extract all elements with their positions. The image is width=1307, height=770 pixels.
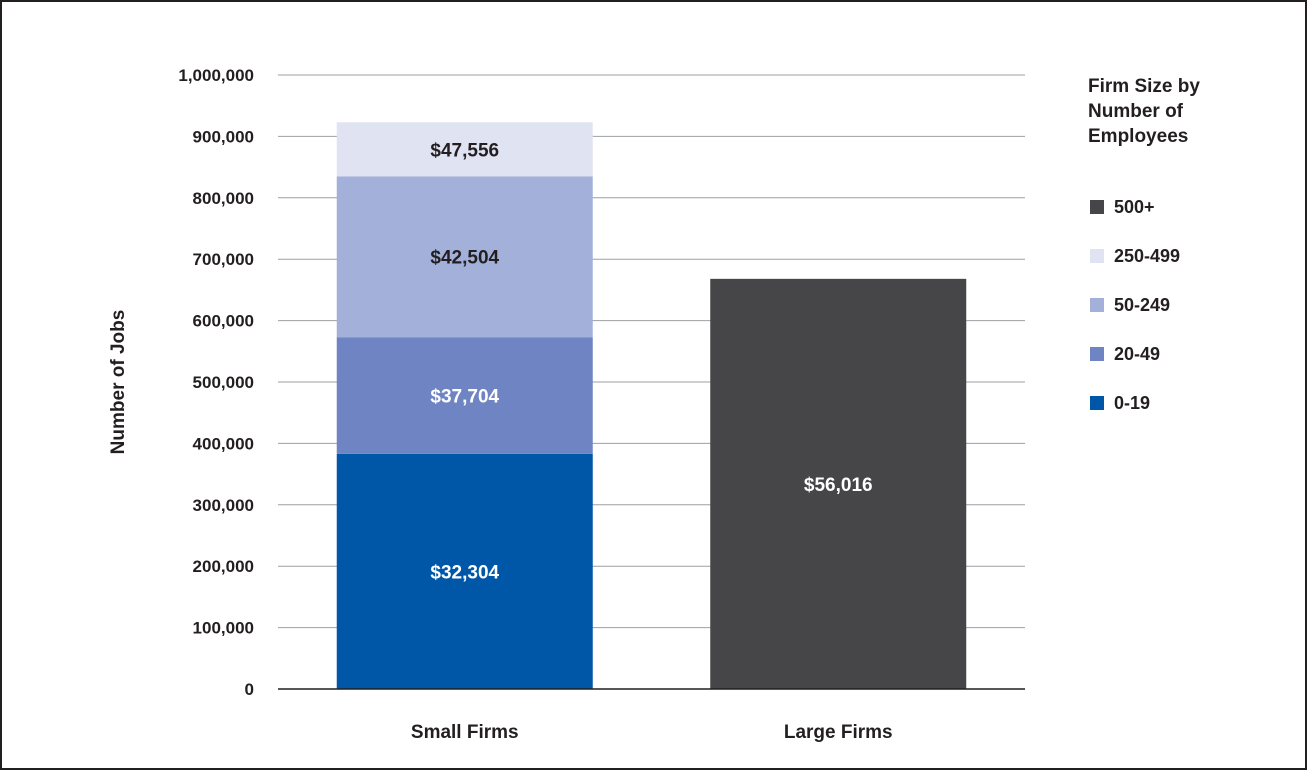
x-tick-label-small-firms: Small Firms — [411, 722, 519, 743]
legend-label-50-249: 50-249 — [1114, 295, 1170, 315]
legend-label-500: 500+ — [1114, 197, 1155, 217]
bars — [336, 122, 967, 689]
y-tick-label-400-000: 400,000 — [193, 434, 254, 453]
data-label-small-firms-20-49: $37,704 — [430, 387, 499, 408]
bar-small-firms-20-49 — [336, 337, 593, 454]
y-tick-label-300-000: 300,000 — [193, 496, 254, 515]
x-tick-label-large-firms: Large Firms — [784, 722, 893, 743]
legend-label-0-19: 0-19 — [1114, 393, 1150, 413]
legend-swatch-500 — [1090, 200, 1104, 214]
bar-small-firms-50-249 — [336, 176, 593, 338]
y-tick-label-1-000-000: 1,000,000 — [178, 66, 254, 85]
data-label-large-firms-500: $56,016 — [804, 475, 873, 496]
segment-labels: $32,304 $37,704 $42,504 $47,556 $56,016 — [430, 140, 872, 583]
bar-small-firms-0-19 — [336, 453, 593, 689]
y-tick-label-0: 0 — [245, 680, 254, 699]
bar-small-firms-250-499 — [336, 122, 593, 177]
y-tick-label-700-000: 700,000 — [193, 250, 254, 269]
legend-swatch-20-49 — [1090, 347, 1104, 361]
legend-label-250-499: 250-499 — [1114, 246, 1180, 266]
axes: 0 100,000 200,000 300,000 400,000 500,000 600,… — [108, 66, 1025, 743]
y-tick-label-800-000: 800,000 — [193, 189, 254, 208]
y-tick-label-100-000: 100,000 — [193, 619, 254, 638]
legend-title: Firm Size by Number of Employees — [1088, 76, 1200, 147]
data-label-small-firms-0-19: $32,304 — [430, 562, 499, 583]
legend: Firm Size by Number of Employees 500+ 250-49… — [1088, 76, 1200, 413]
bar-large-firms-500 — [710, 278, 967, 689]
legend-label-20-49: 20-49 — [1114, 344, 1160, 364]
legend-swatch-250-499 — [1090, 249, 1104, 263]
legend-swatch-50-249 — [1090, 298, 1104, 312]
data-label-small-firms-250-499: $47,556 — [430, 140, 499, 161]
y-tick-label-500-000: 500,000 — [193, 373, 254, 392]
y-tick-label-200-000: 200,000 — [193, 557, 254, 576]
data-label-small-firms-50-249: $42,504 — [430, 248, 499, 269]
legend-swatch-0-19 — [1090, 396, 1104, 410]
y-tick-label-900-000: 900,000 — [193, 127, 254, 146]
y-tick-label-600-000: 600,000 — [193, 312, 254, 331]
y-axis-title: Number of Jobs — [108, 310, 129, 455]
